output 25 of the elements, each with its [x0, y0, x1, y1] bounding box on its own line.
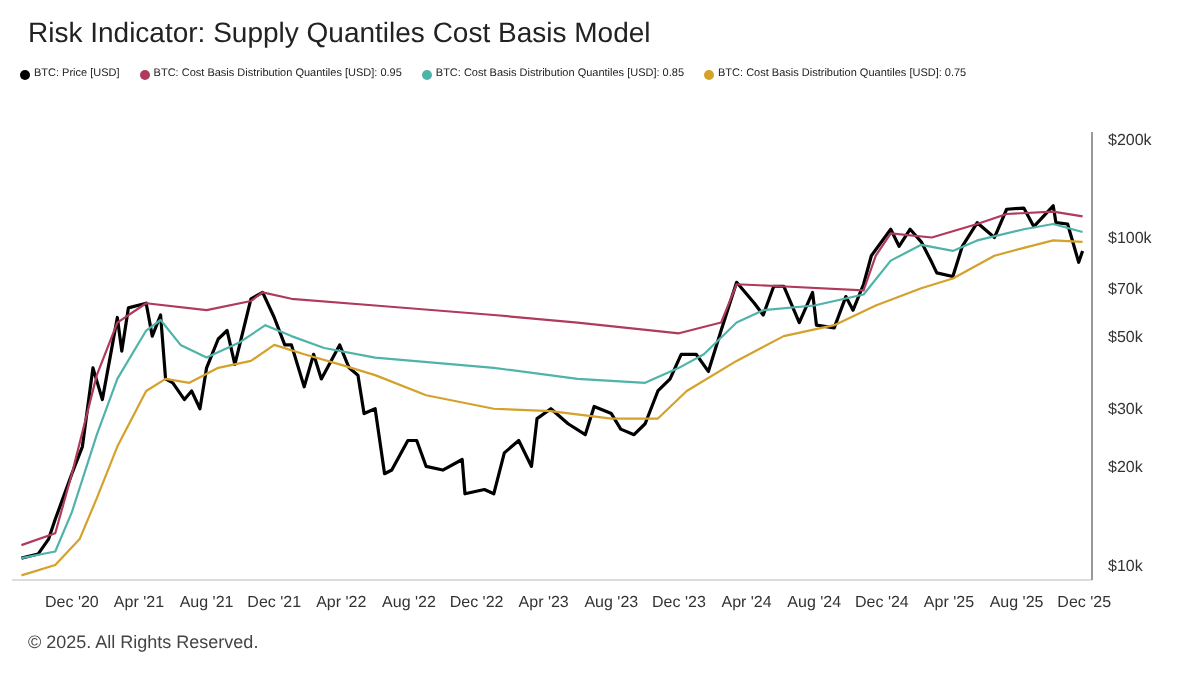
x-tick-label: Apr '22: [316, 593, 368, 612]
x-tick-label: Apr '21: [113, 593, 166, 612]
x-tick-label: Apr '25: [923, 593, 976, 612]
x-tick-label: Dec '24: [855, 593, 910, 612]
y-tick-label: $10k: [1108, 556, 1145, 575]
y-tick-label: $20k: [1108, 458, 1145, 477]
x-tick-label: Apr '23: [518, 593, 570, 612]
x-tick-label: Dec '23: [652, 593, 707, 612]
text: © 2025. All Rights Reserved.: [28, 632, 259, 652]
y-tick-label: $50k: [1108, 327, 1145, 346]
x-tick-label: Aug '21: [179, 593, 235, 612]
x-tick-label: Aug '23: [584, 593, 640, 612]
x-tick-label: Aug '22: [382, 593, 437, 612]
y-tick-label: $70k: [1108, 279, 1145, 298]
x-tick-label: Dec '25: [1057, 593, 1113, 612]
x-tick-label: Dec '21: [247, 593, 303, 612]
chart-title: Risk Indicator: Supply Quantiles Cost Basis Model: [28, 16, 651, 48]
x-tick-label: Aug '24: [787, 593, 843, 612]
x-tick-label: Dec '20: [45, 593, 100, 612]
y-tick-label: $100k: [1108, 229, 1154, 248]
y-tick-label: $30k: [1108, 400, 1145, 419]
x-tick-label: Aug '25: [989, 593, 1045, 612]
y-tick-label: $200k: [1108, 130, 1154, 149]
x-tick-label: Apr '24: [721, 593, 773, 612]
x-tick-label: Dec '22: [449, 593, 505, 612]
